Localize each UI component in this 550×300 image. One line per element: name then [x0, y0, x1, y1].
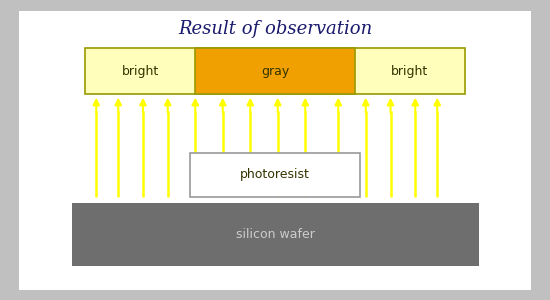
Bar [85, 48, 465, 94]
Bar [195, 48, 355, 94]
Text: silicon wafer: silicon wafer [235, 227, 315, 241]
Text: gray: gray [261, 65, 289, 78]
Text: bright: bright [122, 65, 159, 78]
Text: Result of observation: Result of observation [178, 20, 372, 38]
FancyBboxPatch shape [19, 11, 531, 290]
Bar [72, 202, 478, 266]
Text: photoresist: photoresist [240, 168, 310, 181]
Bar [190, 153, 360, 196]
Text: bright: bright [391, 65, 428, 78]
